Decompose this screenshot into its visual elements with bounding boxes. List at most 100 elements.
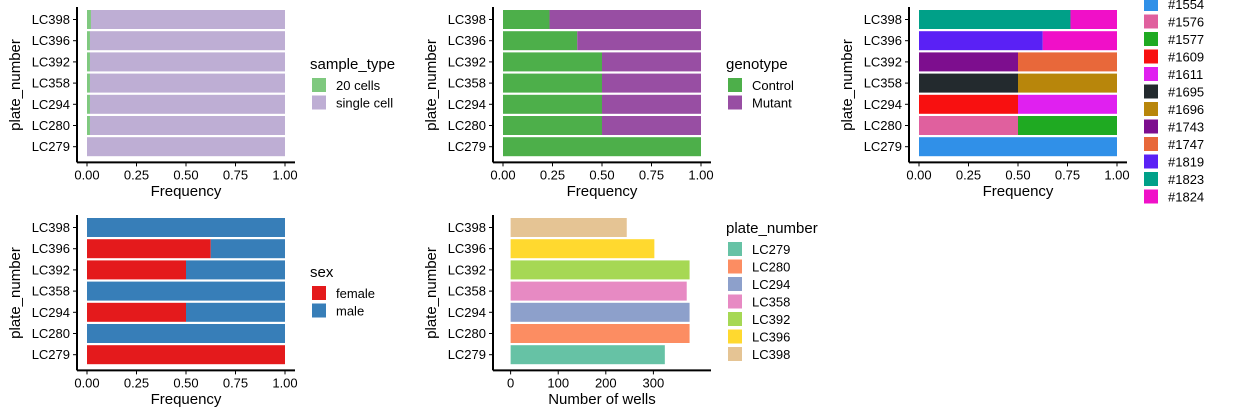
panel-genotype: plate_number Frequency genotype LC279 LC2…: [423, 7, 794, 200]
x-axis-title: Frequency: [151, 391, 222, 408]
bar-segment: [602, 52, 701, 72]
y-tick-label: LC280: [864, 118, 902, 133]
legend-label: male: [336, 304, 364, 319]
y-tick-label: LC358: [32, 76, 70, 91]
y-tick-label: LC280: [448, 118, 486, 133]
legend-swatch: [312, 78, 326, 92]
bar-segment: [1070, 10, 1117, 29]
bar-segment: [602, 73, 701, 93]
bar: [510, 324, 690, 343]
y-tick-label: LC358: [448, 76, 486, 91]
bar-segment: [186, 302, 285, 322]
bar-segment: [89, 73, 285, 93]
legend-label: #1611: [1168, 67, 1203, 82]
bar-segment: [210, 239, 285, 259]
y-axis-title: plate_number: [7, 39, 24, 131]
y-tick-label: LC294: [448, 305, 486, 320]
y-tick-label: LC396: [32, 241, 70, 256]
y-tick-label: LC396: [864, 33, 902, 48]
bar-segment: [87, 218, 285, 237]
legend-label: #1577: [1168, 32, 1204, 47]
bar-segment: [919, 52, 1018, 72]
bar-segment: [919, 116, 1018, 135]
legend-swatch: [728, 277, 742, 291]
legend-swatch: [728, 312, 742, 326]
panel-individual: plate_number Frequency LC279 LC280 LC294 LC…: [839, 0, 1204, 205]
bar-segment: [89, 31, 285, 51]
legend-label: LC398: [752, 347, 790, 362]
x-tick-label: 0: [507, 375, 514, 390]
y-axis-title: plate_number: [7, 247, 24, 339]
y-tick-label: LC398: [32, 220, 70, 235]
bar-segment: [87, 260, 186, 280]
legend-label: female: [336, 286, 375, 301]
legend-swatch: [1144, 67, 1158, 81]
legend-label: #1823: [1168, 172, 1204, 187]
legend-swatch: [1144, 172, 1158, 186]
x-axis-title: Frequency: [983, 183, 1054, 200]
legend-swatch: [728, 294, 742, 309]
bar-segment: [87, 10, 91, 29]
y-tick-label: LC398: [32, 12, 70, 27]
bar-segment: [602, 94, 701, 114]
legend-label: LC358: [752, 295, 790, 310]
y-tick-label: LC392: [448, 262, 486, 277]
bar-segment: [87, 116, 90, 135]
x-tick-label: 1.00: [688, 167, 713, 182]
y-tick-label: LC280: [448, 326, 486, 341]
legend-label: #1576: [1168, 15, 1204, 30]
legend-swatch: [1144, 189, 1158, 204]
legend-swatch: [1144, 32, 1158, 46]
panel-sample-type: plate_number Frequency sample_type LC279…: [7, 7, 395, 200]
y-tick-label: LC294: [448, 97, 486, 112]
y-axis-title: plate_number: [423, 247, 440, 339]
x-tick-label: 0.00: [74, 375, 99, 390]
legend-label: #1747: [1168, 137, 1204, 152]
y-tick-label: LC392: [32, 54, 70, 69]
x-tick-label: 0.00: [906, 167, 931, 182]
legend-label: LC396: [752, 330, 790, 345]
legend-label: LC280: [752, 260, 790, 275]
y-tick-label: LC294: [864, 97, 902, 112]
legend-swatch: [312, 303, 326, 318]
bar-segment: [87, 94, 90, 114]
y-tick-label: LC294: [32, 305, 70, 320]
x-tick-label: 0.75: [223, 375, 248, 390]
bar-segment: [87, 324, 285, 343]
bar-segment: [503, 94, 602, 114]
x-tick-label: 0.50: [589, 167, 614, 182]
y-tick-label: LC398: [864, 12, 902, 27]
y-tick-label: LC280: [32, 326, 70, 341]
x-tick-label: 0.75: [223, 167, 248, 182]
legend-label: #1743: [1168, 120, 1204, 135]
y-tick-label: LC392: [864, 54, 902, 69]
y-tick-label: LC358: [864, 76, 902, 91]
bar-segment: [602, 116, 701, 135]
x-tick-label: 0.25: [124, 167, 149, 182]
bar-segment: [87, 137, 285, 157]
legend-label: #1695: [1168, 85, 1204, 100]
legend-label: #1609: [1168, 50, 1204, 65]
panel-wells: plate_number Number of wells plate_numbe…: [423, 215, 818, 408]
legend-label: 20 cells: [336, 78, 381, 93]
legend-title: genotype: [726, 56, 788, 73]
legend-title: plate_number: [726, 220, 818, 237]
legend-swatch: [728, 78, 742, 92]
y-tick-label: LC392: [448, 54, 486, 69]
legend-swatch: [1144, 14, 1158, 29]
legend-swatch: [728, 329, 742, 344]
legend-swatch: [1144, 119, 1158, 134]
bar-segment: [1018, 73, 1117, 93]
bar-segment: [89, 94, 285, 114]
bar-segment: [87, 281, 285, 301]
y-tick-label: LC392: [32, 262, 70, 277]
y-tick-label: LC358: [32, 284, 70, 299]
bar-segment: [503, 31, 578, 51]
legend-swatch: [728, 259, 742, 274]
y-axis-title: plate_number: [839, 39, 856, 131]
y-tick-label: LC279: [448, 347, 486, 362]
bar-segment: [919, 137, 1117, 157]
x-axis-title: Number of wells: [548, 391, 656, 408]
x-tick-label: 0.25: [956, 167, 981, 182]
y-tick-label: LC396: [448, 241, 486, 256]
